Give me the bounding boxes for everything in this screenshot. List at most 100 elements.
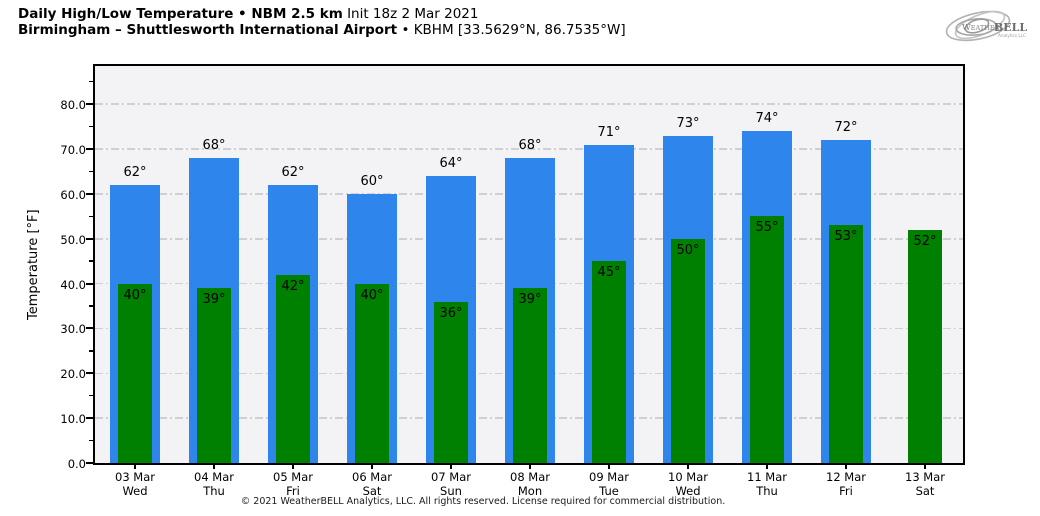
high-value-label: 60° [360,173,384,189]
low-value-label: 50° [676,242,700,258]
x-tick [766,464,768,469]
high-value-label: 71° [597,124,621,140]
x-tick [292,464,294,469]
weatherbell-logo: WEATHER BELL Analytics LLC [936,2,1032,50]
y-tick-label: 50.0 [60,232,86,247]
x-tick-label: 06 Mar Sat [328,470,416,499]
copyright-notice: © 2021 WeatherBELL Analytics, LLC. All r… [240,496,726,507]
y-tick-label: 30.0 [60,322,86,337]
y-tick [86,462,93,464]
y-tick-label: 0.0 [67,457,86,471]
x-label-day: Wed [122,483,148,498]
x-tick [450,464,452,469]
y-minor-tick [89,350,93,352]
x-label-date: 12 Mar [826,470,866,484]
y-tick [86,237,93,240]
x-label-date: 11 Mar [747,470,787,484]
low-value-label: 40° [123,287,147,303]
x-label-date: 04 Mar [194,470,234,484]
low-bar [355,283,389,463]
gridline [95,103,963,105]
high-value-label: 62° [281,164,305,180]
chart-area: 0.0 10.0 20.0 30.0 40.0 50.0 60.0 70.0 80.0 62° 40… [60,64,965,498]
low-value-label: 40° [360,287,384,303]
x-tick [371,464,373,469]
x-tick-label: 10 Mar Wed [644,470,732,499]
x-label-date: 05 Mar [273,470,313,484]
y-minor-tick [89,439,93,442]
logo-text-bell: BELL [994,21,1027,34]
subtitle-station: • KBHM [33.5629°N, 86.7535°W] [401,22,626,39]
y-minor-tick [89,305,93,307]
x-label-day: Fri [286,483,300,498]
x-label-date: 13 Mar [905,470,945,484]
high-value-label: 72° [834,120,858,136]
high-value-label: 62° [123,164,147,180]
logo-text-weather: WEATHER [962,23,1001,33]
y-minor-tick [89,125,93,128]
low-bar [671,238,705,463]
x-tick [924,464,926,469]
y-tick-label: 60.0 [60,187,86,202]
x-label-day: Sat [362,483,382,498]
x-tick [134,464,136,469]
y-tick [86,417,93,420]
x-tick [845,464,847,469]
high-value-label: 73° [676,115,700,131]
x-label-day: Sun [440,483,462,498]
y-tick-label: 80.0 [60,98,86,113]
low-value-label: 42° [281,278,305,294]
x-tick-label: 13 Mar Sat [881,470,969,499]
low-value-label: 52° [913,233,937,249]
low-value-label: 39° [518,292,542,308]
title-init: Init 18z 2 Mar 2021 [347,6,479,22]
low-bar [513,288,547,463]
subtitle-location: Birmingham – Shuttlesworth International… [18,22,398,39]
x-tick [529,464,531,469]
high-value-label: 74° [755,111,779,127]
x-label-date: 06 Mar [352,470,392,484]
x-tick [213,464,215,469]
y-minor-tick [89,260,93,262]
high-value-label: 68° [518,137,542,153]
x-label-date: 07 Mar [431,470,471,484]
x-label-day: Tue [599,483,619,498]
weatherbell-swirl-icon: WEATHER BELL Analytics LLC [945,10,1027,42]
y-minor-tick [89,80,93,83]
x-tick-label: 04 Mar Thu [170,470,258,499]
y-tick [86,327,93,330]
low-value-label: 45° [597,265,621,281]
x-tick-label: 11 Mar Thu [723,470,811,499]
x-tick-label: 07 Mar Sun [407,470,495,499]
y-axis-title: Temperature [°F] [26,209,41,320]
y-tick [86,372,93,375]
x-label-date: 03 Mar [115,470,155,484]
low-bar [197,288,231,463]
x-tick-label: 03 Mar Wed [91,470,179,499]
y-minor-tick [89,170,93,173]
chart-subtitle: Birmingham – Shuttlesworth International… [18,22,626,38]
x-label-day: Sat [915,483,935,498]
x-label-day: Wed [675,483,701,498]
x-label-date: 08 Mar [510,470,550,484]
x-label-date: 10 Mar [668,470,708,484]
logo-text-analytics: Analytics LLC [998,33,1026,38]
x-tick-label: 08 Mar Mon [486,470,574,499]
x-tick [687,464,689,469]
low-value-label: 55° [755,220,779,236]
y-minor-tick [89,394,93,397]
chart-header: Daily High/Low Temperature • NBM 2.5 km … [18,6,626,39]
high-value-label: 64° [439,155,463,171]
high-value-label: 68° [202,137,226,153]
y-tick-label: 10.0 [60,412,86,427]
low-value-label: 36° [439,305,463,321]
low-bar [118,283,152,463]
low-bar [276,274,310,463]
y-tick-label: 40.0 [60,277,86,292]
y-tick-label: 20.0 [60,367,86,382]
x-tick-label: 09 Mar Tue [565,470,653,499]
x-label-date: 09 Mar [589,470,629,484]
y-tick [86,103,93,106]
low-bar [592,261,626,463]
